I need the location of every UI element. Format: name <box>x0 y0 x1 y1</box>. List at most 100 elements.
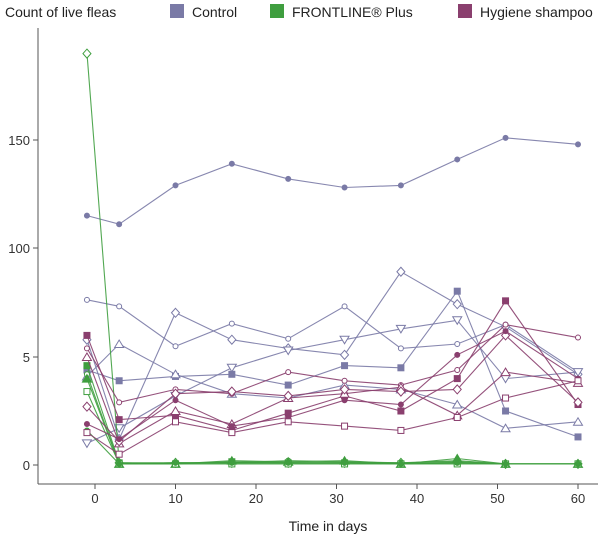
data-point <box>284 418 292 426</box>
data-point <box>502 321 509 328</box>
legend-swatch-hygiene-shampoo <box>458 4 472 18</box>
data-point <box>82 401 92 412</box>
data-point <box>83 388 91 396</box>
y-tick-label: 5 <box>23 350 30 365</box>
data-point <box>502 328 509 335</box>
data-point <box>113 339 125 349</box>
series-12 <box>83 427 581 467</box>
data-point <box>172 418 179 426</box>
data-point <box>502 297 510 305</box>
data-point <box>116 303 123 310</box>
data-point <box>115 450 123 458</box>
data-point <box>502 407 510 415</box>
data-point <box>341 397 348 404</box>
series-line <box>86 334 579 442</box>
data-point <box>575 334 581 341</box>
data-point <box>395 324 407 334</box>
data-point <box>116 221 123 228</box>
legend: Control FRONTLINE® Plus Hygiene shampoo <box>170 4 593 20</box>
data-point <box>83 420 90 427</box>
data-point <box>81 373 93 383</box>
data-point <box>228 459 235 466</box>
data-point <box>282 346 294 356</box>
data-point <box>284 381 292 389</box>
data-point <box>339 335 350 345</box>
data-point <box>82 48 92 59</box>
data-point <box>228 423 235 430</box>
data-point <box>574 433 582 441</box>
legend-label-control: Control <box>192 4 237 20</box>
data-point <box>502 134 509 141</box>
series-line <box>86 324 579 404</box>
series-line <box>86 378 578 465</box>
data-point <box>227 386 237 397</box>
data-point <box>452 384 462 395</box>
data-point <box>396 266 406 278</box>
series-layer <box>81 48 584 470</box>
data-point <box>83 429 91 437</box>
data-point <box>454 459 461 466</box>
series-line <box>86 319 579 444</box>
data-point <box>341 303 348 310</box>
series-16 <box>82 330 583 447</box>
x-tick-label: 40 <box>410 491 424 506</box>
series-line <box>86 290 579 438</box>
data-point <box>341 459 348 466</box>
data-point <box>170 369 181 379</box>
x-tick-label: 10 <box>168 491 182 506</box>
data-point <box>454 341 461 348</box>
data-point <box>500 367 511 377</box>
x-tick-label: 50 <box>490 491 504 506</box>
data-point <box>227 334 237 345</box>
data-point <box>397 401 404 408</box>
data-point <box>397 426 405 434</box>
axes: 0 10 20 30 40 50 60 0 5 100 150 <box>8 28 598 506</box>
data-point <box>116 460 123 467</box>
data-point <box>226 363 238 373</box>
data-point <box>396 386 406 397</box>
series-line <box>86 380 579 455</box>
data-point <box>575 460 581 467</box>
legend-label-hygiene-shampoo: Hygiene shampoo <box>480 4 593 20</box>
data-point <box>572 416 584 426</box>
x-tick-label: 0 <box>91 491 98 506</box>
series-line <box>86 430 578 465</box>
data-point <box>341 362 349 370</box>
data-point <box>452 298 462 310</box>
data-point <box>228 429 236 437</box>
data-point <box>81 439 93 449</box>
data-point <box>172 397 179 404</box>
series-line <box>86 356 579 445</box>
data-point <box>170 307 181 319</box>
x-tick-label: 30 <box>329 491 343 506</box>
data-point <box>454 156 461 163</box>
data-point <box>574 377 582 385</box>
data-point <box>170 406 181 415</box>
data-point <box>502 394 510 402</box>
data-point <box>397 364 405 372</box>
data-point <box>285 175 292 182</box>
data-point <box>453 375 461 383</box>
legend-swatch-frontline-plus <box>270 4 284 18</box>
data-point <box>341 184 348 191</box>
data-point <box>228 160 235 167</box>
data-point <box>285 459 292 466</box>
series-4 <box>83 287 582 441</box>
data-point <box>451 399 463 409</box>
y-axis-title: Count of live fleas <box>5 4 116 20</box>
data-point <box>83 296 90 303</box>
series-line <box>86 299 579 373</box>
data-point <box>573 397 583 408</box>
data-point <box>228 320 235 327</box>
data-point <box>397 407 405 415</box>
data-point <box>285 369 292 376</box>
legend-label-frontline-plus: FRONTLINE® Plus <box>292 4 413 20</box>
y-tick-label: 100 <box>8 241 30 256</box>
data-point <box>575 141 581 148</box>
data-point <box>572 368 584 378</box>
data-point <box>115 416 123 424</box>
data-point <box>454 366 461 373</box>
data-point <box>172 459 179 466</box>
series-line <box>86 271 579 441</box>
